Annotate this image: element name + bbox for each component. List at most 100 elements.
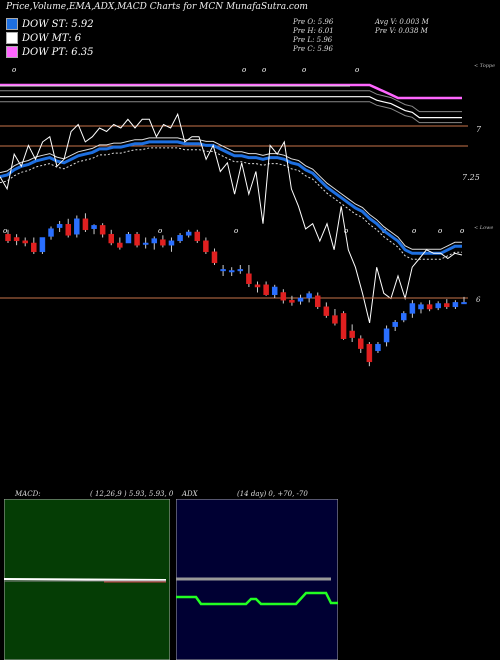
chart-title: Price,Volume,EMA,ADX,MACD Charts for MCN… bbox=[6, 2, 308, 12]
candle-body bbox=[280, 292, 287, 301]
candle-body bbox=[271, 286, 278, 295]
candle-body bbox=[461, 302, 467, 305]
candle-body bbox=[39, 237, 46, 253]
bottom-marker: o bbox=[460, 227, 464, 235]
candle-body bbox=[31, 242, 37, 253]
candle-body bbox=[160, 239, 166, 246]
bottom-marker: o bbox=[3, 227, 7, 235]
candle-body bbox=[65, 224, 71, 236]
candle-body bbox=[203, 240, 209, 253]
candle-body bbox=[168, 240, 175, 246]
candle-body bbox=[314, 295, 321, 308]
candle-body bbox=[426, 304, 433, 310]
macd-params: ( 12,26,9 ) 5.93, 5.93, 0 bbox=[90, 490, 174, 498]
tick-label-6: 6 bbox=[476, 296, 481, 304]
legend-label-pt: DOW PT: 6.35 bbox=[22, 46, 94, 58]
legend-dow-pt: DOW PT: 6.35 bbox=[6, 46, 94, 58]
ema-fast-band-top bbox=[0, 137, 462, 250]
candle-body bbox=[306, 293, 312, 299]
candle-body bbox=[177, 235, 183, 242]
prev-high: Pre H: 6.01 bbox=[293, 27, 334, 35]
adx-label: ADX bbox=[182, 490, 198, 498]
candle-body bbox=[91, 225, 97, 229]
legend-dow-mt: DOW MT: 6 bbox=[6, 32, 81, 44]
macd-line bbox=[4, 578, 167, 581]
candle-body bbox=[82, 218, 89, 231]
top-marker: o bbox=[12, 66, 16, 74]
candle-body bbox=[108, 233, 114, 244]
top-marker: o bbox=[302, 66, 306, 74]
candle-body bbox=[383, 328, 390, 343]
candle-body bbox=[246, 273, 252, 284]
prev-open: Pre O: 5.96 bbox=[293, 18, 334, 26]
prev-low: Pre L: 5.96 bbox=[293, 36, 333, 44]
legend-swatch-st bbox=[6, 18, 18, 30]
candle-body bbox=[289, 299, 295, 303]
candle-body bbox=[435, 303, 441, 309]
ema-slow-line bbox=[0, 96, 462, 119]
prev-volume: Pre V: 0.038 M bbox=[375, 27, 428, 35]
candlestick-panel bbox=[5, 213, 467, 367]
candle-body bbox=[254, 284, 261, 288]
bottom-marker: o bbox=[438, 227, 442, 235]
di-line bbox=[176, 591, 338, 606]
macd-label: MACD: bbox=[15, 490, 41, 498]
ema-slow-band-bottom bbox=[0, 101, 462, 124]
legend-label-st: DOW ST: 5.92 bbox=[22, 18, 94, 30]
candle-body bbox=[194, 231, 201, 242]
prev-close: Pre C: 5.96 bbox=[293, 45, 333, 53]
legend-dow-st: DOW ST: 5.92 bbox=[6, 18, 94, 30]
bottom-marker: o bbox=[344, 227, 348, 235]
adx-params: (14 day) 0, +70, -70 bbox=[237, 490, 308, 498]
top-marker: o bbox=[242, 66, 246, 74]
candle-body bbox=[125, 233, 132, 244]
bottom-marker: o bbox=[234, 227, 238, 235]
ema-price-line bbox=[0, 112, 463, 324]
ema-fast-line bbox=[0, 140, 462, 255]
candle-body bbox=[211, 251, 218, 264]
macd-panel bbox=[4, 499, 170, 660]
candle-body bbox=[297, 297, 304, 302]
tick-label-7: 7 bbox=[476, 125, 482, 134]
candle-body bbox=[56, 224, 63, 228]
bottom-marker: o bbox=[158, 227, 162, 235]
candle-body bbox=[323, 306, 330, 316]
ema-fast-band-dashed bbox=[0, 147, 462, 260]
upper-label: < Toppe bbox=[474, 63, 495, 69]
bottom-marker: o bbox=[412, 227, 416, 235]
ema-pt-line bbox=[0, 83, 462, 100]
top-marker: o bbox=[262, 66, 266, 74]
candle-body bbox=[366, 343, 373, 363]
legend-swatch-mt bbox=[6, 32, 18, 44]
candle-body bbox=[444, 303, 450, 308]
candle-body bbox=[99, 225, 106, 235]
candle-body bbox=[409, 303, 416, 314]
candle-body bbox=[185, 231, 192, 236]
candle-body bbox=[452, 302, 459, 308]
candle-body bbox=[401, 313, 407, 321]
candle-body bbox=[349, 330, 355, 338]
candle-body bbox=[418, 304, 424, 310]
ema-panel bbox=[0, 83, 468, 324]
candle-body bbox=[134, 233, 140, 246]
candle-body bbox=[151, 238, 158, 244]
candle-body bbox=[375, 343, 381, 352]
candle-body bbox=[13, 237, 20, 242]
candle-body bbox=[22, 240, 28, 244]
candle-body bbox=[263, 284, 269, 295]
candle-body bbox=[332, 315, 338, 324]
legend-swatch-pt bbox=[6, 46, 18, 58]
candle-body bbox=[340, 313, 347, 339]
candle-body bbox=[117, 242, 123, 248]
tick-label-7-25: 7.25 bbox=[462, 173, 480, 182]
candle-body bbox=[358, 338, 364, 349]
candle-body bbox=[237, 269, 244, 272]
candle-body bbox=[220, 269, 226, 272]
candle-body bbox=[74, 218, 80, 235]
top-marker: o bbox=[355, 66, 359, 74]
candle-body bbox=[5, 233, 11, 242]
candle-body bbox=[392, 321, 398, 327]
